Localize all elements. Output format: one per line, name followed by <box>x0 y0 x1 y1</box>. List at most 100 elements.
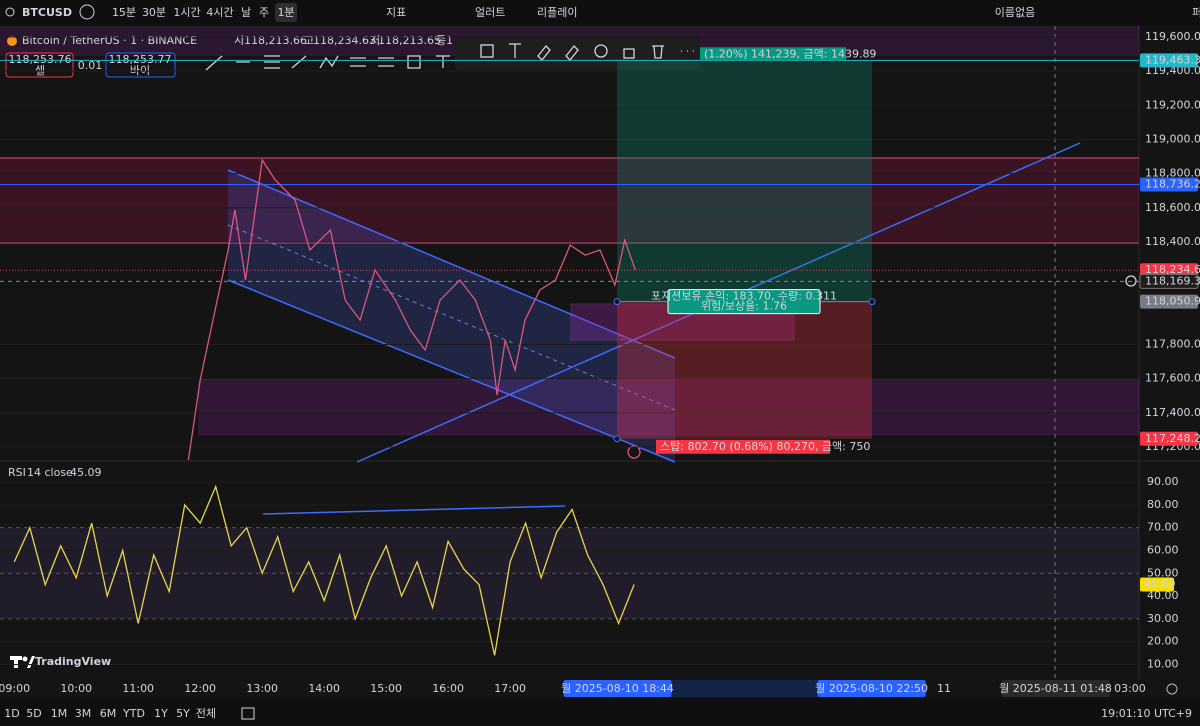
icon-settings[interactable] <box>594 44 608 58</box>
position-loss-zone <box>617 301 872 439</box>
interval-button[interactable]: 15분 <box>112 6 136 19</box>
price-tag-label: 118,050.92 <box>1145 295 1200 308</box>
ratio-label: 위험/보상율: 1.76 <box>701 300 787 313</box>
rsi-divergence-line <box>262 505 566 515</box>
interval-button[interactable]: 날 <box>241 6 251 19</box>
price-tick-label: 118,600.00 <box>1145 201 1200 214</box>
layout-name[interactable]: 이름없음 <box>995 6 1035 19</box>
price-tick-label: 117,600.00 <box>1145 372 1200 385</box>
position-handle[interactable] <box>613 435 621 443</box>
drawing-tools[interactable] <box>205 55 450 71</box>
price-tag-label: 118,169.35 <box>1145 274 1200 287</box>
rsi-last-tag <box>1140 577 1174 592</box>
buy-button[interactable] <box>105 52 176 78</box>
channel-line <box>227 279 676 463</box>
indicators-button[interactable]: 지표 <box>386 6 406 19</box>
target-label-bg <box>700 47 846 61</box>
icon-template[interactable] <box>480 44 494 58</box>
target-label: (1.20%) 141,239, 금액: 1439.89 <box>704 47 876 60</box>
ohlc-close-label: 종 <box>436 34 446 47</box>
range-button[interactable]: 5Y <box>176 707 190 720</box>
range-button[interactable]: YTD <box>122 707 145 720</box>
rsi-title: RSI <box>8 466 26 479</box>
range-button[interactable]: 6M <box>100 707 117 720</box>
time-tick-label: 12:00 <box>184 682 216 695</box>
time-marker-bg <box>563 680 672 697</box>
calendar-icon[interactable] <box>241 707 255 720</box>
symbol[interactable]: BTCUSD <box>22 6 72 19</box>
alert-icon[interactable] <box>627 445 641 459</box>
interval-button[interactable]: 30분 <box>142 6 166 19</box>
sell-button[interactable] <box>5 52 74 78</box>
icon-text[interactable] <box>509 43 521 58</box>
replay-button[interactable]: 리플레이 <box>537 6 577 19</box>
interval-button[interactable]: 1분 <box>277 6 294 19</box>
sell-label: 셀 <box>35 64 45 77</box>
pnl-label-bg <box>667 289 821 315</box>
price-tick-label: 118,400.00 <box>1145 235 1200 248</box>
axis-settings[interactable] <box>1166 683 1178 695</box>
rsi-tick-label: 30.00 <box>1147 612 1179 625</box>
clock: 19:01:10 UTC+9 <box>1101 707 1192 720</box>
channel-line <box>227 169 676 359</box>
ohlc-low-label: 저 <box>370 34 380 47</box>
icon-lock[interactable] <box>623 48 635 59</box>
price-tag-label: 117,248.22 <box>1145 432 1200 445</box>
time-marker-label: 월 2025-08-11 01:48 <box>999 682 1112 695</box>
symbol-title: Bitcoin / TetherUS · 1 · BINANCE <box>22 34 197 47</box>
price-tick-label: 119,400.00 <box>1145 64 1200 77</box>
alert-button[interactable]: 얼러트 <box>475 5 505 19</box>
time-tick-label: 16:00 <box>432 682 464 695</box>
search-icon[interactable] <box>5 7 15 17</box>
range-button[interactable]: 전체 <box>196 707 216 720</box>
range-button[interactable]: 5D <box>26 707 41 720</box>
time-tick-label: 14:00 <box>308 682 340 695</box>
time-tick-label: 15:00 <box>370 682 402 695</box>
brand-logo <box>10 656 35 668</box>
rsi-tick-label: 10.00 <box>1147 657 1179 670</box>
time-marker-label: 월 2025-08-10 18:44 <box>561 682 674 695</box>
range-button[interactable]: 1M <box>51 707 68 720</box>
rsi-last-value: 45.09 <box>70 466 102 479</box>
time-marker-label: 월 2025-08-10 22:50 <box>815 682 928 695</box>
support-zone <box>198 378 1140 436</box>
active-interval-bg <box>275 3 297 22</box>
time-tick-label: 11:00 <box>122 682 154 695</box>
bottom-toolbar <box>0 698 1200 726</box>
range-button[interactable]: 1D <box>4 707 19 720</box>
time-tick-label: 13:00 <box>246 682 278 695</box>
stop-label-bg <box>656 439 830 454</box>
publish-button[interactable]: 퍼 <box>1192 6 1200 19</box>
ohlc-high: 118,234.63 <box>313 34 376 47</box>
rsi-tick-label: 70.00 <box>1147 521 1179 534</box>
range-button[interactable]: 1Y <box>154 707 168 720</box>
icon-fill[interactable] <box>565 45 579 61</box>
rsi-tick-label: 50.00 <box>1147 566 1179 579</box>
price-tick-label: 119,000.00 <box>1145 132 1200 145</box>
price-tag <box>1139 273 1199 289</box>
time-tick-label: 17:00 <box>494 682 526 695</box>
ohlc-open: 118,213.66 <box>244 34 307 47</box>
interval-button[interactable]: 4시간 <box>206 6 233 19</box>
price-tag <box>1140 431 1198 446</box>
position-handle[interactable] <box>868 298 876 306</box>
price-tick-label: 119,600.00 <box>1145 30 1200 43</box>
add-symbol[interactable] <box>79 4 95 20</box>
rsi-tick-label: 20.00 <box>1147 635 1179 648</box>
rsi-params: 14 close <box>27 466 73 479</box>
price-tag <box>1140 177 1198 192</box>
pnl-label: 포지션보유 손익: 183.70, 수량: 0.311 <box>651 290 837 303</box>
price-tag <box>1140 53 1198 68</box>
brand-name: TradingView <box>35 655 111 668</box>
price-tag-label: 118,736.22 <box>1145 178 1200 191</box>
range-button[interactable]: 3M <box>75 707 92 720</box>
icon-delete[interactable] <box>652 45 664 59</box>
interval-button[interactable]: 주 <box>259 6 269 19</box>
interval-button[interactable]: 1시간 <box>173 6 200 19</box>
position-profit-zone <box>617 60 872 302</box>
position-handle[interactable] <box>613 298 621 306</box>
icon-color[interactable] <box>537 45 551 61</box>
